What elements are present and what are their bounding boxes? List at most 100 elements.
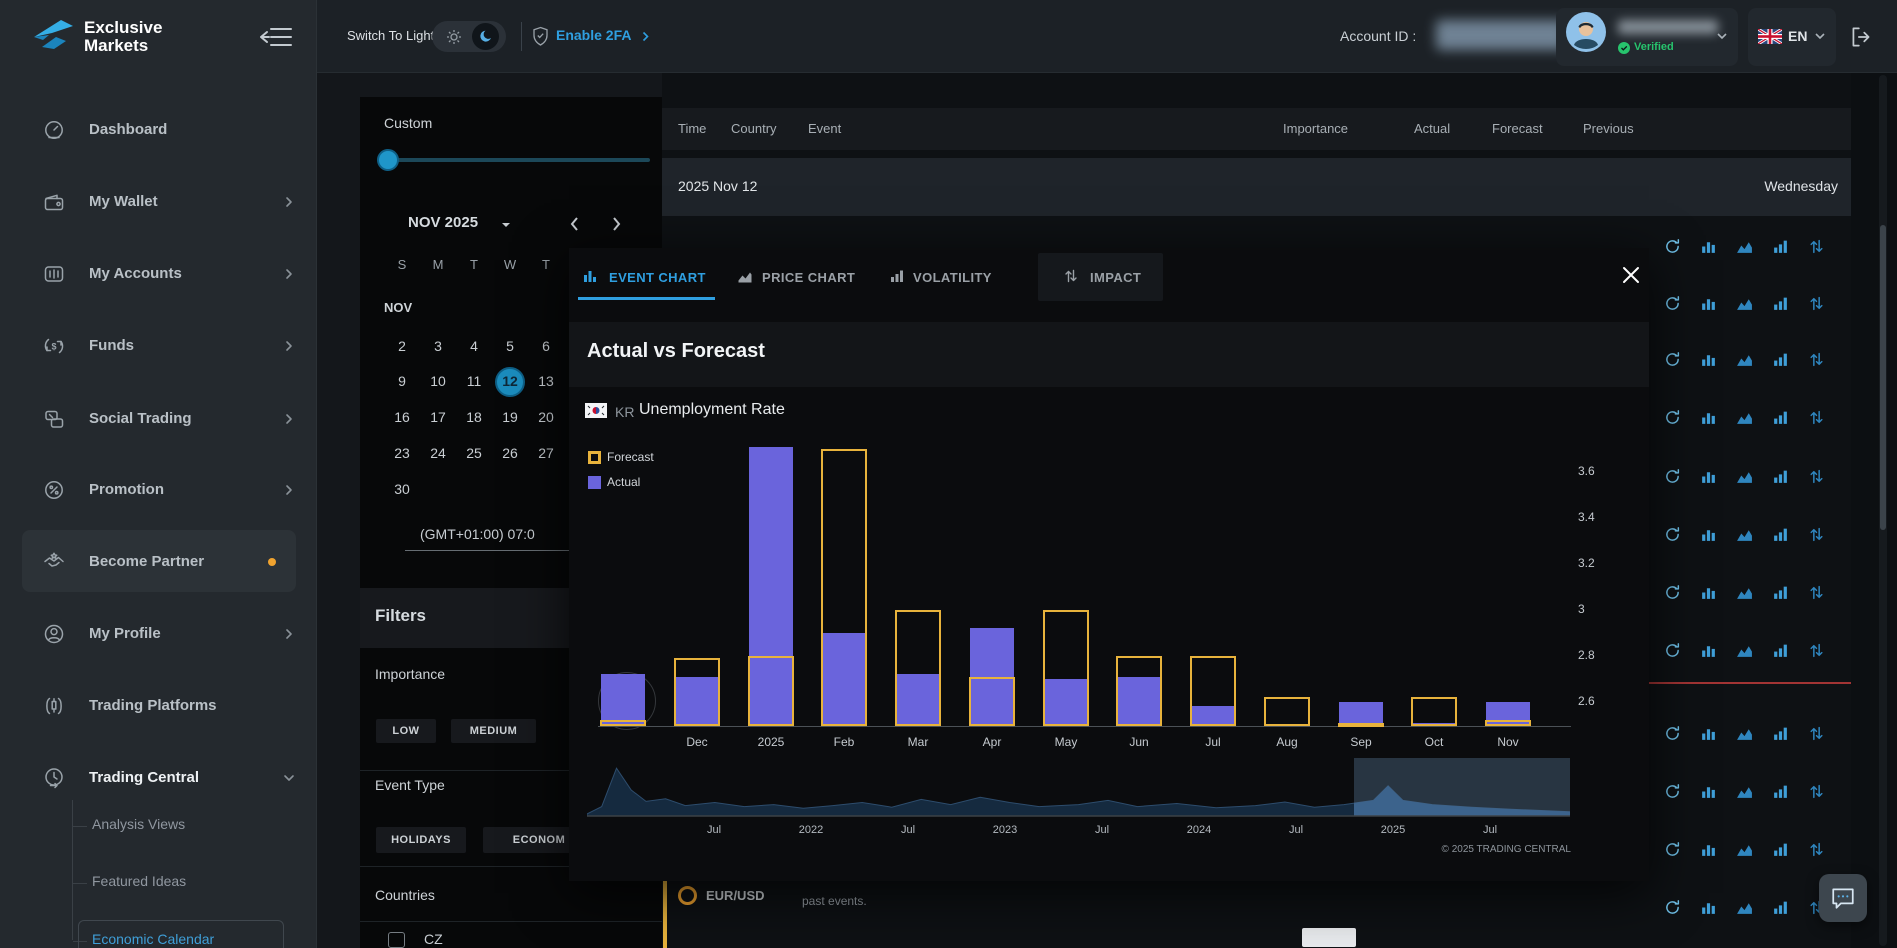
calendar-day[interactable]: 24 bbox=[424, 445, 452, 463]
sidebar-item-trading-platforms[interactable]: Trading Platforms bbox=[20, 690, 298, 722]
table-column-event[interactable]: Event bbox=[808, 121, 918, 137]
pending-icon[interactable] bbox=[1664, 841, 1681, 858]
calendar-day[interactable]: 5 bbox=[496, 338, 524, 356]
area-chart-icon[interactable] bbox=[1736, 725, 1753, 742]
column-chart-icon[interactable] bbox=[1772, 642, 1789, 659]
bar-chart-icon[interactable] bbox=[1700, 409, 1717, 426]
calendar-day[interactable]: 23 bbox=[388, 445, 416, 463]
calendar-day[interactable]: 6 bbox=[532, 338, 560, 356]
calendar-day[interactable]: 16 bbox=[388, 409, 416, 427]
area-chart-icon[interactable] bbox=[1736, 783, 1753, 800]
column-chart-icon[interactable] bbox=[1772, 351, 1789, 368]
area-chart-icon[interactable] bbox=[1736, 841, 1753, 858]
calendar-day[interactable]: 27 bbox=[532, 445, 560, 463]
calendar-next-button[interactable] bbox=[607, 214, 625, 234]
column-chart-icon[interactable] bbox=[1772, 725, 1789, 742]
range-slider-handle[interactable] bbox=[377, 149, 399, 171]
sidebar-item-become-partner[interactable]: Become Partner bbox=[20, 546, 298, 578]
area-chart-icon[interactable] bbox=[1736, 899, 1753, 916]
area-chart-icon[interactable] bbox=[1736, 351, 1753, 368]
pending-icon[interactable] bbox=[1664, 642, 1681, 659]
impact-arrows-icon[interactable] bbox=[1808, 409, 1825, 426]
calendar-day[interactable]: 17 bbox=[424, 409, 452, 427]
bar-chart-icon[interactable] bbox=[1700, 468, 1717, 485]
month-selector[interactable]: NOV 2025 bbox=[408, 214, 508, 234]
table-column-previous[interactable]: Previous bbox=[1583, 121, 1693, 137]
impact-arrows-icon[interactable] bbox=[1808, 351, 1825, 368]
sidebar-item-dashboard[interactable]: Dashboard bbox=[20, 114, 298, 146]
impact-arrows-icon[interactable] bbox=[1808, 725, 1825, 742]
impact-arrows-icon[interactable] bbox=[1808, 584, 1825, 601]
column-chart-icon[interactable] bbox=[1772, 783, 1789, 800]
pending-icon[interactable] bbox=[1664, 584, 1681, 601]
sidebar-item-promotion[interactable]: Promotion bbox=[20, 474, 298, 506]
logout-icon[interactable] bbox=[1848, 24, 1874, 50]
sidebar-subitem-economic-calendar[interactable]: Economic Calendar bbox=[92, 931, 277, 948]
impact-arrows-icon[interactable] bbox=[1808, 238, 1825, 255]
column-chart-icon[interactable] bbox=[1772, 468, 1789, 485]
calendar-day[interactable]: 19 bbox=[496, 409, 524, 427]
calendar-day[interactable]: 12 bbox=[496, 373, 524, 391]
area-chart-icon[interactable] bbox=[1736, 526, 1753, 543]
range-slider-track[interactable] bbox=[388, 158, 650, 162]
calendar-day[interactable]: 20 bbox=[532, 409, 560, 427]
sidebar-subitem-featured-ideas[interactable]: Featured Ideas bbox=[92, 873, 277, 893]
area-chart-icon[interactable] bbox=[1736, 295, 1753, 312]
calendar-day[interactable]: 2 bbox=[388, 338, 416, 356]
bar-chart-icon[interactable] bbox=[1700, 584, 1717, 601]
pending-icon[interactable] bbox=[1664, 899, 1681, 916]
column-chart-icon[interactable] bbox=[1772, 295, 1789, 312]
calendar-day[interactable]: 9 bbox=[388, 373, 416, 391]
column-chart-icon[interactable] bbox=[1772, 409, 1789, 426]
impact-arrows-icon[interactable] bbox=[1808, 783, 1825, 800]
impact-arrows-icon[interactable] bbox=[1808, 642, 1825, 659]
bar-chart-icon[interactable] bbox=[1700, 899, 1717, 916]
impact-arrows-icon[interactable] bbox=[1808, 295, 1825, 312]
navigator-chart[interactable] bbox=[587, 758, 1570, 820]
column-chart-icon[interactable] bbox=[1772, 841, 1789, 858]
tab-price-chart[interactable]: PRICE CHART bbox=[731, 262, 866, 292]
area-chart-icon[interactable] bbox=[1736, 642, 1753, 659]
column-chart-icon[interactable] bbox=[1772, 584, 1789, 601]
area-chart-icon[interactable] bbox=[1736, 238, 1753, 255]
bar-chart-icon[interactable] bbox=[1700, 841, 1717, 858]
currency-pair-label[interactable]: EUR/USD bbox=[706, 888, 796, 903]
pending-icon[interactable] bbox=[1664, 351, 1681, 368]
tab-impact[interactable]: IMPACT bbox=[1057, 262, 1194, 292]
calendar-day[interactable]: 11 bbox=[460, 373, 488, 391]
tab-event-chart[interactable]: EVENT CHART bbox=[576, 262, 713, 292]
bar-chart-icon[interactable] bbox=[1700, 783, 1717, 800]
calendar-day[interactable]: 10 bbox=[424, 373, 452, 391]
area-chart-icon[interactable] bbox=[1736, 468, 1753, 485]
sidebar-item-funds[interactable]: $Funds bbox=[20, 330, 298, 362]
pending-icon[interactable] bbox=[1664, 409, 1681, 426]
importance-option-low[interactable]: LOW bbox=[376, 719, 436, 743]
column-chart-icon[interactable] bbox=[1772, 899, 1789, 916]
tab-volatility[interactable]: VOLATILITY bbox=[883, 262, 1017, 292]
bar-chart-icon[interactable] bbox=[1700, 526, 1717, 543]
pending-icon[interactable] bbox=[1664, 783, 1681, 800]
area-chart-icon[interactable] bbox=[1736, 409, 1753, 426]
column-chart-icon[interactable] bbox=[1772, 238, 1789, 255]
calendar-day[interactable]: 25 bbox=[460, 445, 488, 463]
bar-chart-icon[interactable] bbox=[1700, 642, 1717, 659]
bar-chart-icon[interactable] bbox=[1700, 351, 1717, 368]
sidebar-item-social-trading[interactable]: Social Trading bbox=[20, 403, 298, 435]
month-caret-icon[interactable] bbox=[500, 219, 512, 231]
event-type-option-holidays[interactable]: HOLIDAYS bbox=[376, 827, 466, 853]
sidebar-item-my-accounts[interactable]: My Accounts bbox=[20, 258, 298, 290]
calendar-day[interactable]: 26 bbox=[496, 445, 524, 463]
sidebar-item-my-wallet[interactable]: My Wallet bbox=[20, 186, 298, 218]
calendar-day[interactable]: 4 bbox=[460, 338, 488, 356]
sidebar-item-my-profile[interactable]: My Profile bbox=[20, 618, 298, 650]
column-chart-icon[interactable] bbox=[1772, 526, 1789, 543]
close-icon[interactable] bbox=[1615, 259, 1647, 291]
impact-arrows-icon[interactable] bbox=[1808, 841, 1825, 858]
calendar-day[interactable]: 18 bbox=[460, 409, 488, 427]
sidebar-collapse-icon[interactable] bbox=[258, 26, 294, 48]
bar-chart-icon[interactable] bbox=[1700, 725, 1717, 742]
calendar-day[interactable]: 30 bbox=[388, 481, 416, 499]
bar-chart-icon[interactable] bbox=[1700, 238, 1717, 255]
area-chart-icon[interactable] bbox=[1736, 584, 1753, 601]
sidebar-subitem-analysis-views[interactable]: Analysis Views bbox=[92, 816, 277, 836]
